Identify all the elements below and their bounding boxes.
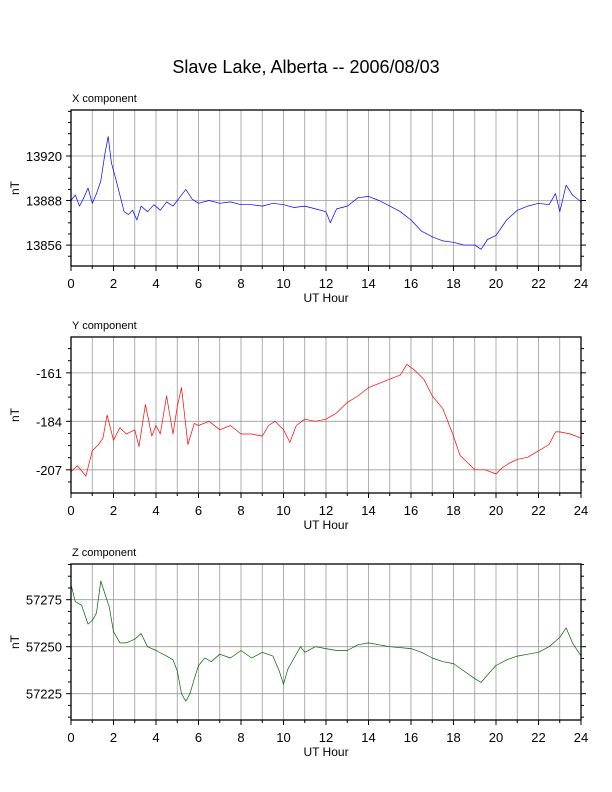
x-tick-label: 10	[276, 730, 290, 745]
x-tick-label: 6	[195, 276, 202, 291]
x-tick-label: 24	[574, 730, 588, 745]
panel-title: Z component	[72, 547, 136, 559]
x-tick-label: 6	[195, 730, 202, 745]
chart-title: Slave Lake, Alberta -- 2006/08/03	[172, 57, 440, 77]
x-tick-label: 16	[404, 730, 418, 745]
y-tick-label: 13888	[26, 194, 62, 209]
y-tick-label: -184	[36, 414, 62, 429]
y-tick-label: -161	[36, 366, 62, 381]
x-tick-label: 0	[67, 730, 74, 745]
y-tick-label: 13856	[26, 238, 62, 253]
panel-title: X component	[72, 93, 137, 105]
x-tick-label: 2	[110, 503, 117, 518]
x-tick-label: 18	[446, 276, 460, 291]
x-tick-label: 18	[446, 730, 460, 745]
x-tick-label: 8	[237, 503, 244, 518]
y-tick-label: 57275	[26, 593, 62, 608]
x-tick-label: 12	[319, 503, 333, 518]
x-tick-label: 8	[237, 276, 244, 291]
x-tick-label: 2	[110, 276, 117, 291]
x-tick-label: 14	[361, 276, 375, 291]
x-tick-label: 4	[152, 276, 159, 291]
x-tick-label: 10	[276, 503, 290, 518]
x-tick-label: 16	[404, 503, 418, 518]
x-tick-label: 20	[489, 503, 503, 518]
x-tick-label: 6	[195, 503, 202, 518]
x-tick-label: 24	[574, 503, 588, 518]
x-tick-label: 8	[237, 730, 244, 745]
x-tick-label: 12	[319, 730, 333, 745]
x-tick-label: 24	[574, 276, 588, 291]
y-tick-label: -207	[36, 463, 62, 478]
y-tick-label: 57250	[26, 640, 62, 655]
series-line	[70, 364, 582, 477]
x-tick-label: 14	[361, 503, 375, 518]
x-tick-label: 20	[489, 276, 503, 291]
x-tick-label: 0	[67, 503, 74, 518]
x-tick-label: 18	[446, 503, 460, 518]
x-tick-label: 4	[152, 730, 159, 745]
y-tick-label: 13920	[26, 149, 62, 164]
x-tick-label: 20	[489, 730, 503, 745]
y-axis-label: nT	[8, 180, 22, 195]
x-tick-label: 16	[404, 276, 418, 291]
x-tick-label: 22	[531, 276, 545, 291]
x-tick-label: 22	[531, 730, 545, 745]
y-tick-label: 57225	[26, 687, 62, 702]
x-tick-label: 10	[276, 276, 290, 291]
y-axis-label: nT	[8, 407, 22, 422]
x-axis-label: UT Hour	[303, 518, 348, 532]
y-axis-label: nT	[8, 634, 22, 649]
x-tick-label: 0	[67, 276, 74, 291]
x-tick-label: 22	[531, 503, 545, 518]
series-line	[70, 136, 582, 250]
series-line	[70, 580, 582, 702]
x-tick-label: 4	[152, 503, 159, 518]
panel-title: Y component	[72, 320, 137, 332]
x-tick-label: 2	[110, 730, 117, 745]
x-axis-label: UT Hour	[303, 745, 348, 759]
x-tick-label: 12	[319, 276, 333, 291]
x-axis-label: UT Hour	[303, 291, 348, 305]
x-tick-label: 14	[361, 730, 375, 745]
